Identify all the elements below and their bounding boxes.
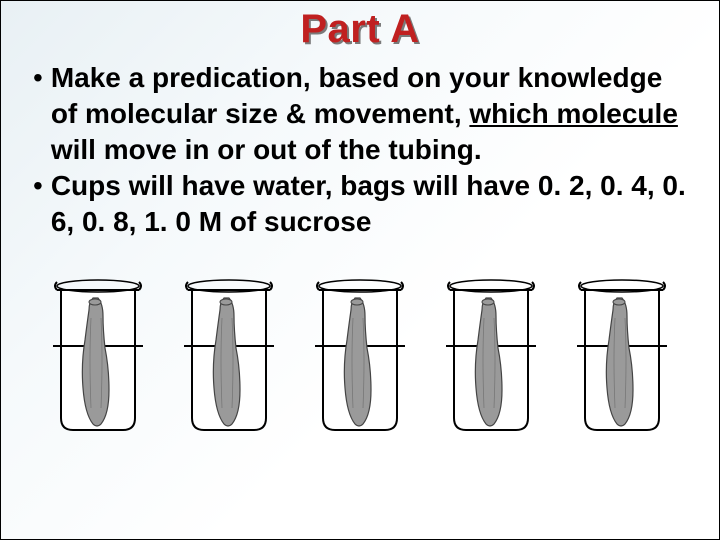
slide-title: Part A bbox=[1, 1, 719, 52]
bullet-item: • Cups will have water, bags will have 0… bbox=[29, 168, 691, 240]
beaker-row bbox=[1, 240, 719, 438]
beaker bbox=[567, 268, 677, 438]
bullet-text: Make a predication, based on your knowle… bbox=[51, 60, 691, 168]
title-text: Part A bbox=[300, 7, 419, 51]
bullet-item: • Make a predication, based on your know… bbox=[29, 60, 691, 168]
bullet-text: Cups will have water, bags will have 0. … bbox=[51, 168, 691, 240]
beaker-icon bbox=[436, 268, 546, 438]
text-segment: which molecule bbox=[469, 98, 678, 129]
beaker bbox=[174, 268, 284, 438]
bullet-marker: • bbox=[33, 60, 43, 96]
beaker bbox=[43, 268, 153, 438]
beaker-icon bbox=[305, 268, 415, 438]
beaker bbox=[305, 268, 415, 438]
beaker-icon bbox=[43, 268, 153, 438]
text-segment: will move in or out of the tubing. bbox=[51, 134, 482, 165]
beaker-icon bbox=[174, 268, 284, 438]
beaker-icon bbox=[567, 268, 677, 438]
body-content: • Make a predication, based on your know… bbox=[1, 52, 719, 240]
bullet-marker: • bbox=[33, 168, 43, 204]
text-segment: Cups will have water, bags will have 0. … bbox=[51, 170, 686, 237]
beaker bbox=[436, 268, 546, 438]
